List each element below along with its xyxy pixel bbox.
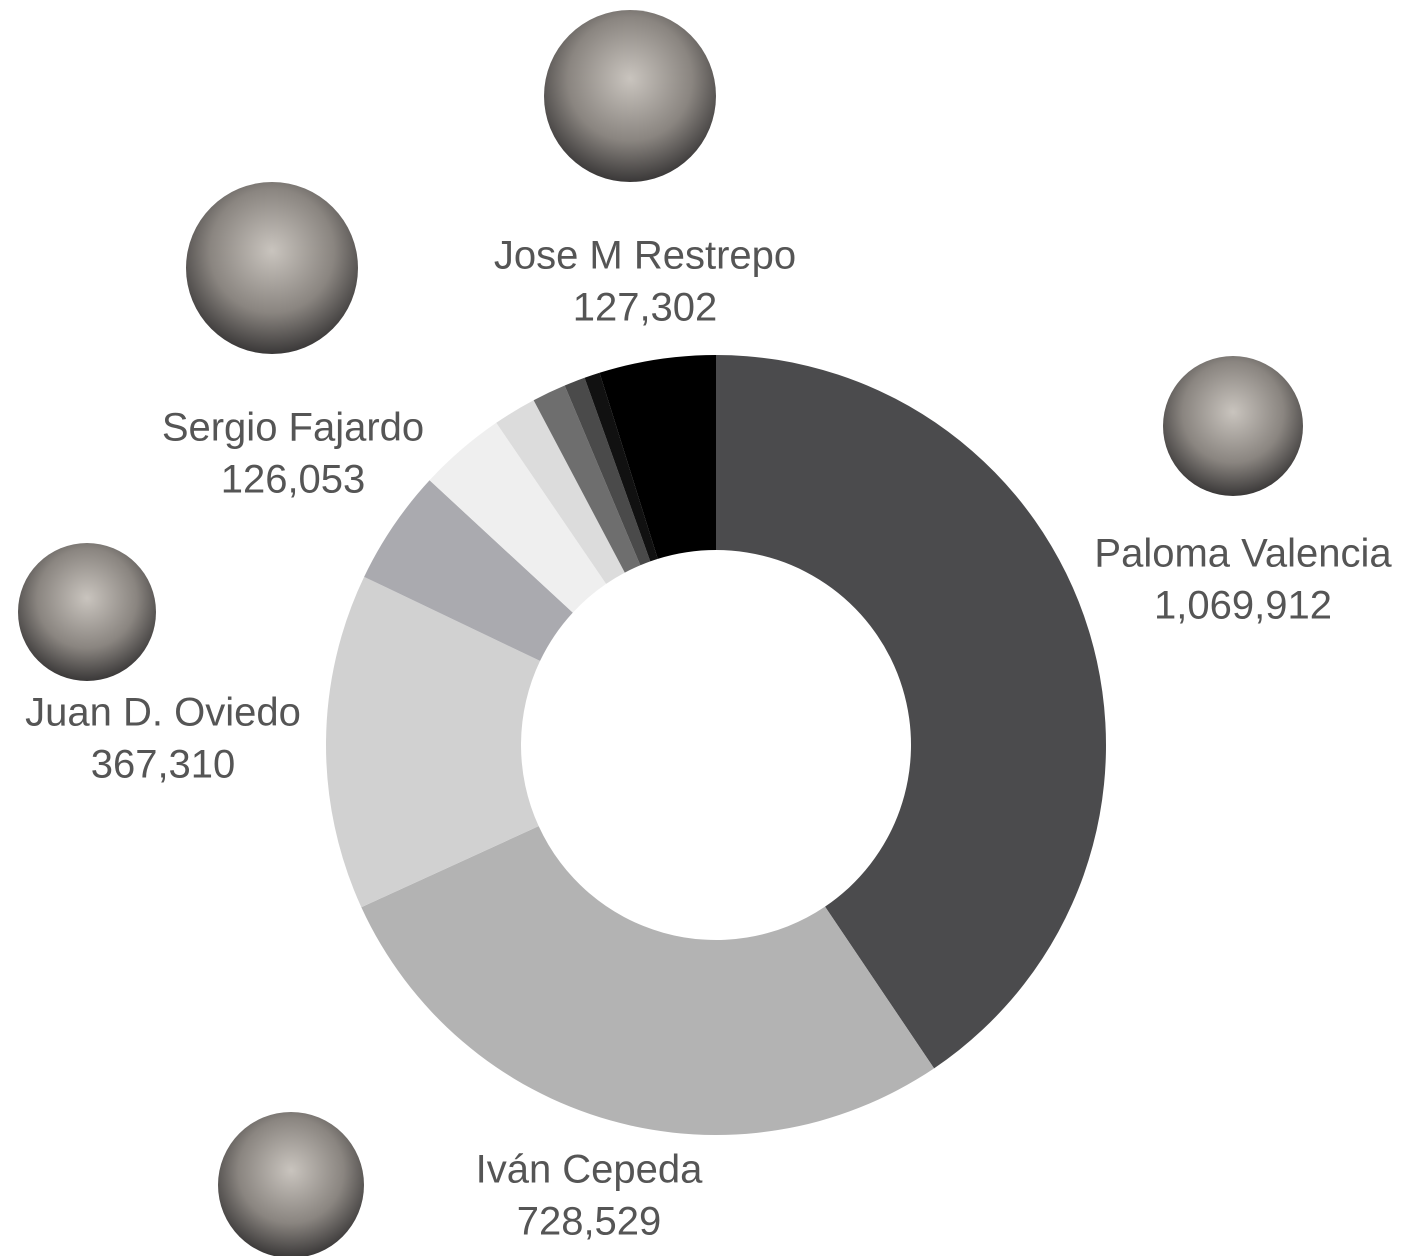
segment-label: Paloma Valencia <box>1094 532 1392 576</box>
donut-segment <box>599 355 716 559</box>
donut-segment <box>496 400 625 584</box>
segment-label: Jose M Restrepo <box>494 234 796 278</box>
donut-segment <box>429 422 607 613</box>
donut-segment <box>716 355 1107 1069</box>
candidate-photo <box>544 10 716 182</box>
candidate-photo <box>218 1112 364 1256</box>
candidate-photo <box>186 182 358 354</box>
donut-segment <box>584 372 658 562</box>
candidate-photo <box>18 543 156 681</box>
value-label: 367,310 <box>91 743 236 787</box>
value-label: 126,053 <box>221 458 366 502</box>
segment-label: Juan D. Oviedo <box>25 691 301 735</box>
donut-segment <box>564 377 651 566</box>
segment-label: Sergio Fajardo <box>162 406 424 450</box>
value-label: 127,302 <box>573 286 718 330</box>
value-label: 728,529 <box>517 1200 662 1244</box>
segment-label: Iván Cepeda <box>476 1148 704 1192</box>
donut-segment <box>364 480 573 661</box>
donut-segment <box>325 576 541 908</box>
candidate-photo <box>1163 356 1303 496</box>
donut-segment <box>533 385 641 573</box>
donut-segment <box>361 826 935 1135</box>
value-label: 1,069,912 <box>1154 584 1332 628</box>
